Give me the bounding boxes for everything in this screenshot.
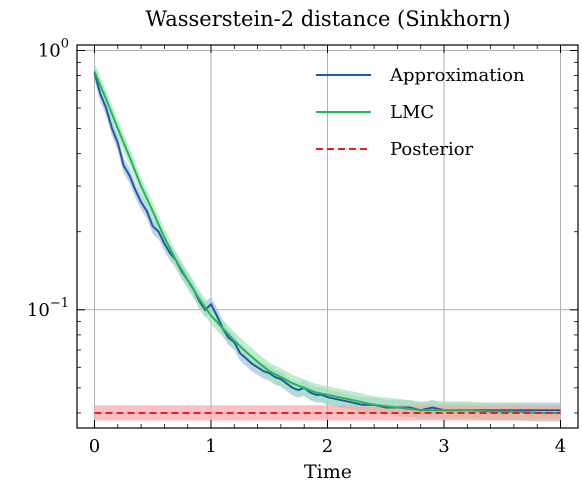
legend-label-posterior: Posterior [390,139,474,160]
lmc-line [93,71,561,414]
x-tick-label: 4 [555,436,566,457]
x-axis-label: Time [304,461,352,483]
axis-ticks: 0 1 2 3 4 10−1 100 [27,36,578,457]
x-tick-label: 3 [438,436,449,457]
legend: Approximation LMC Posterior [316,65,525,160]
y-tick-label: 100 [38,36,69,61]
grid-lines [77,45,578,428]
legend-label-approximation: Approximation [389,65,525,86]
x-tick-label: 0 [89,436,100,457]
legend-label-lmc: LMC [390,102,434,123]
series-lines [93,71,561,414]
x-tick-label: 1 [205,436,216,457]
x-tick-label: 2 [322,436,333,457]
y-tick-label: 10−1 [27,296,69,321]
chart-title: Wasserstein-2 distance (Sinkhorn) [145,7,510,31]
